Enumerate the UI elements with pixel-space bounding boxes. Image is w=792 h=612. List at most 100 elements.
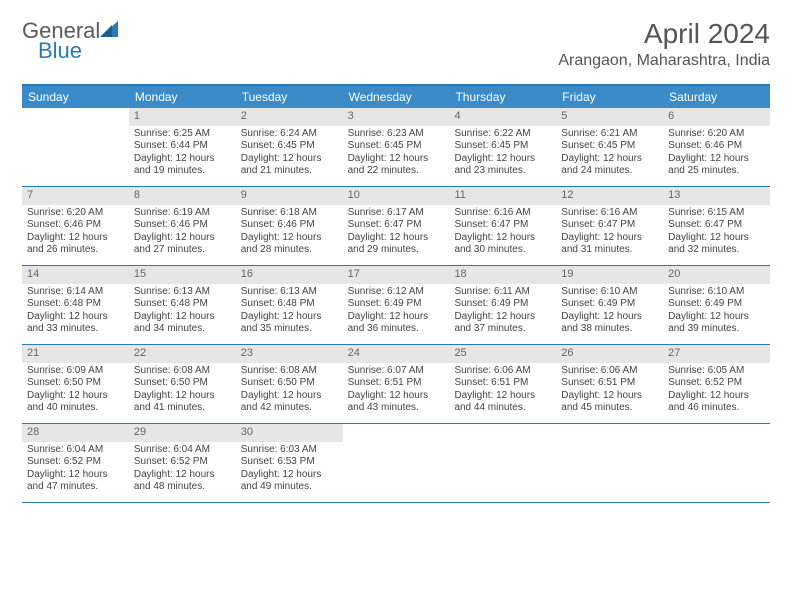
day-body: Sunrise: 6:04 AMSunset: 6:52 PMDaylight:… (22, 442, 129, 498)
day-cell: 29Sunrise: 6:04 AMSunset: 6:52 PMDayligh… (129, 424, 236, 502)
day-cell: 30Sunrise: 6:03 AMSunset: 6:53 PMDayligh… (236, 424, 343, 502)
sunset-text: Sunset: 6:47 PM (668, 219, 765, 232)
daylight-text: Daylight: 12 hours and 31 minutes. (561, 232, 658, 257)
day-header-thursday: Thursday (449, 86, 556, 108)
weeks-container: 1Sunrise: 6:25 AMSunset: 6:44 PMDaylight… (22, 108, 770, 503)
day-body: Sunrise: 6:05 AMSunset: 6:52 PMDaylight:… (663, 363, 770, 419)
sunrise-text: Sunrise: 6:12 AM (348, 286, 445, 299)
sunset-text: Sunset: 6:45 PM (241, 140, 338, 153)
day-body: Sunrise: 6:03 AMSunset: 6:53 PMDaylight:… (236, 442, 343, 498)
sunrise-text: Sunrise: 6:18 AM (241, 207, 338, 220)
sunrise-text: Sunrise: 6:17 AM (348, 207, 445, 220)
daylight-text: Daylight: 12 hours and 28 minutes. (241, 232, 338, 257)
daylight-text: Daylight: 12 hours and 42 minutes. (241, 390, 338, 415)
sunset-text: Sunset: 6:45 PM (348, 140, 445, 153)
day-cell: 14Sunrise: 6:14 AMSunset: 6:48 PMDayligh… (22, 266, 129, 344)
daylight-text: Daylight: 12 hours and 34 minutes. (134, 311, 231, 336)
logo-blue-text-wrap: Blue (38, 38, 82, 64)
day-body: Sunrise: 6:19 AMSunset: 6:46 PMDaylight:… (129, 205, 236, 261)
day-cell: 8Sunrise: 6:19 AMSunset: 6:46 PMDaylight… (129, 187, 236, 265)
sunset-text: Sunset: 6:49 PM (561, 298, 658, 311)
sunrise-text: Sunrise: 6:04 AM (27, 444, 124, 457)
day-body: Sunrise: 6:13 AMSunset: 6:48 PMDaylight:… (236, 284, 343, 340)
day-header-friday: Friday (556, 86, 663, 108)
daylight-text: Daylight: 12 hours and 43 minutes. (348, 390, 445, 415)
day-number (449, 424, 556, 441)
sunrise-text: Sunrise: 6:20 AM (668, 128, 765, 141)
sunset-text: Sunset: 6:52 PM (27, 456, 124, 469)
title-block: April 2024 Arangaon, Maharashtra, India (558, 18, 770, 70)
day-number: 3 (343, 108, 450, 126)
daylight-text: Daylight: 12 hours and 21 minutes. (241, 153, 338, 178)
daylight-text: Daylight: 12 hours and 44 minutes. (454, 390, 551, 415)
day-header-row: Sunday Monday Tuesday Wednesday Thursday… (22, 86, 770, 108)
day-body: Sunrise: 6:24 AMSunset: 6:45 PMDaylight:… (236, 126, 343, 182)
day-number: 22 (129, 345, 236, 363)
day-cell (22, 108, 129, 186)
day-number (556, 424, 663, 441)
sunset-text: Sunset: 6:46 PM (668, 140, 765, 153)
daylight-text: Daylight: 12 hours and 47 minutes. (27, 469, 124, 494)
day-body: Sunrise: 6:20 AMSunset: 6:46 PMDaylight:… (22, 205, 129, 261)
day-body: Sunrise: 6:14 AMSunset: 6:48 PMDaylight:… (22, 284, 129, 340)
day-body: Sunrise: 6:21 AMSunset: 6:45 PMDaylight:… (556, 126, 663, 182)
location-text: Arangaon, Maharashtra, India (558, 52, 770, 70)
day-number: 29 (129, 424, 236, 442)
day-cell: 15Sunrise: 6:13 AMSunset: 6:48 PMDayligh… (129, 266, 236, 344)
day-cell: 18Sunrise: 6:11 AMSunset: 6:49 PMDayligh… (449, 266, 556, 344)
day-cell (449, 424, 556, 502)
sunset-text: Sunset: 6:52 PM (134, 456, 231, 469)
day-header-wednesday: Wednesday (343, 86, 450, 108)
day-cell: 11Sunrise: 6:16 AMSunset: 6:47 PMDayligh… (449, 187, 556, 265)
sunset-text: Sunset: 6:48 PM (241, 298, 338, 311)
day-cell: 21Sunrise: 6:09 AMSunset: 6:50 PMDayligh… (22, 345, 129, 423)
day-header-tuesday: Tuesday (236, 86, 343, 108)
day-cell: 28Sunrise: 6:04 AMSunset: 6:52 PMDayligh… (22, 424, 129, 502)
day-number: 6 (663, 108, 770, 126)
day-number: 17 (343, 266, 450, 284)
daylight-text: Daylight: 12 hours and 19 minutes. (134, 153, 231, 178)
day-body: Sunrise: 6:09 AMSunset: 6:50 PMDaylight:… (22, 363, 129, 419)
day-body: Sunrise: 6:13 AMSunset: 6:48 PMDaylight:… (129, 284, 236, 340)
sunrise-text: Sunrise: 6:23 AM (348, 128, 445, 141)
day-cell: 24Sunrise: 6:07 AMSunset: 6:51 PMDayligh… (343, 345, 450, 423)
sunrise-text: Sunrise: 6:09 AM (27, 365, 124, 378)
sunrise-text: Sunrise: 6:20 AM (27, 207, 124, 220)
sunset-text: Sunset: 6:47 PM (561, 219, 658, 232)
day-number (22, 108, 129, 125)
day-number: 30 (236, 424, 343, 442)
sunset-text: Sunset: 6:46 PM (27, 219, 124, 232)
sunrise-text: Sunrise: 6:05 AM (668, 365, 765, 378)
week-row: 28Sunrise: 6:04 AMSunset: 6:52 PMDayligh… (22, 424, 770, 503)
day-number: 12 (556, 187, 663, 205)
day-number (343, 424, 450, 441)
daylight-text: Daylight: 12 hours and 25 minutes. (668, 153, 765, 178)
sunrise-text: Sunrise: 6:13 AM (241, 286, 338, 299)
daylight-text: Daylight: 12 hours and 40 minutes. (27, 390, 124, 415)
sunset-text: Sunset: 6:50 PM (134, 377, 231, 390)
sunset-text: Sunset: 6:49 PM (668, 298, 765, 311)
sunset-text: Sunset: 6:51 PM (561, 377, 658, 390)
day-number (663, 424, 770, 441)
day-number: 13 (663, 187, 770, 205)
day-body: Sunrise: 6:17 AMSunset: 6:47 PMDaylight:… (343, 205, 450, 261)
day-body: Sunrise: 6:25 AMSunset: 6:44 PMDaylight:… (129, 126, 236, 182)
day-cell: 9Sunrise: 6:18 AMSunset: 6:46 PMDaylight… (236, 187, 343, 265)
daylight-text: Daylight: 12 hours and 35 minutes. (241, 311, 338, 336)
day-body: Sunrise: 6:07 AMSunset: 6:51 PMDaylight:… (343, 363, 450, 419)
sunrise-text: Sunrise: 6:08 AM (134, 365, 231, 378)
day-number: 11 (449, 187, 556, 205)
day-number: 26 (556, 345, 663, 363)
sunrise-text: Sunrise: 6:06 AM (454, 365, 551, 378)
day-body: Sunrise: 6:15 AMSunset: 6:47 PMDaylight:… (663, 205, 770, 261)
sunset-text: Sunset: 6:51 PM (454, 377, 551, 390)
day-body: Sunrise: 6:22 AMSunset: 6:45 PMDaylight:… (449, 126, 556, 182)
sunrise-text: Sunrise: 6:16 AM (454, 207, 551, 220)
day-body: Sunrise: 6:08 AMSunset: 6:50 PMDaylight:… (236, 363, 343, 419)
daylight-text: Daylight: 12 hours and 39 minutes. (668, 311, 765, 336)
day-cell: 6 Sunrise: 6:20 AMSunset: 6:46 PMDaylight… (663, 108, 770, 186)
day-number: 23 (236, 345, 343, 363)
daylight-text: Daylight: 12 hours and 27 minutes. (134, 232, 231, 257)
sunset-text: Sunset: 6:52 PM (668, 377, 765, 390)
daylight-text: Daylight: 12 hours and 32 minutes. (668, 232, 765, 257)
